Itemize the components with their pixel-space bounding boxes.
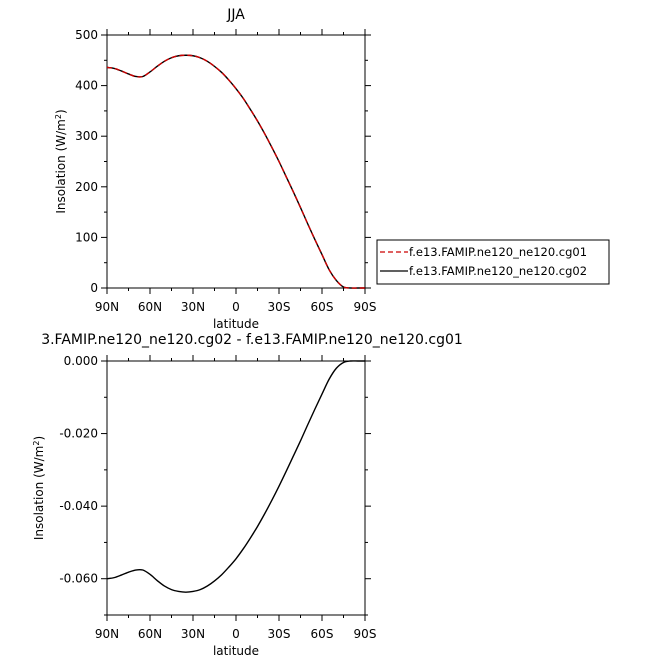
bottom-series-lines: [106, 360, 365, 593]
y-tick-label: 100: [75, 230, 98, 244]
x-tick-label: 60S: [311, 627, 334, 641]
top-y-axis-label: Insolation (W/m2): [54, 109, 69, 213]
x-tick-label: 30N: [181, 627, 205, 641]
top-plot-frame: [106, 34, 366, 289]
bottom-y-axis-label-main: Insolation (W/m: [32, 446, 46, 541]
y-tick-label: 200: [75, 180, 98, 194]
top-y-axis-label-close: ): [54, 109, 68, 114]
x-tick-label: 30S: [268, 300, 291, 314]
legend-box: [376, 239, 610, 285]
y-tick-label: 0: [90, 281, 98, 295]
top-panel: JJA 0 100 200 300 400 500 90N 60N 30N 0 30S 60S 90S…: [54, 7, 377, 331]
x-tick-label: 30S: [268, 627, 291, 641]
x-tick-label: 60N: [138, 300, 162, 314]
x-tick-label: 90N: [95, 627, 119, 641]
bottom-y-tick-labels: 0.000 -0.020 -0.040 -0.060: [59, 354, 98, 586]
y-tick-label: -0.020: [59, 427, 98, 441]
bottom-x-axis-label: latitude: [213, 644, 259, 658]
top-series-lines: [106, 54, 365, 289]
bottom-y-axis-label: Insolation (W/m2): [32, 436, 47, 540]
x-tick-label: 0: [232, 300, 240, 314]
top-y-tick-labels: 0 100 200 300 400 500: [75, 28, 98, 295]
series-line: [106, 360, 365, 593]
series-line: [106, 54, 365, 289]
top-x-axis-label: latitude: [213, 317, 259, 331]
x-tick-label: 60S: [311, 300, 334, 314]
x-tick-label: 90S: [354, 627, 377, 641]
y-tick-label: -0.040: [59, 499, 98, 513]
y-tick-label: 0.000: [64, 354, 98, 368]
y-tick-label: 500: [75, 28, 98, 42]
series-line: [106, 54, 365, 289]
top-tick-marks: [101, 29, 371, 294]
bottom-tick-marks: [101, 355, 371, 621]
bottom-y-axis-label-close: ): [32, 436, 46, 441]
legend-label-cg01: f.e13.FAMIP.ne120_ne120.cg01: [409, 245, 587, 259]
x-tick-label: 30N: [181, 300, 205, 314]
top-y-axis-label-main: Insolation (W/m: [54, 119, 68, 214]
bottom-x-tick-labels: 90N 60N 30N 0 30S 60S 90S: [95, 627, 377, 641]
bottom-panel-title: 3.FAMIP.ne120_ne120.cg02 - f.e13.FAMIP.n…: [41, 332, 463, 348]
y-tick-label: 300: [75, 129, 98, 143]
x-tick-label: 90N: [95, 300, 119, 314]
top-x-tick-labels: 90N 60N 30N 0 30S 60S 90S: [95, 300, 377, 314]
y-tick-label: -0.060: [59, 572, 98, 586]
legend: f.e13.FAMIP.ne120_ne120.cg01 f.e13.FAMIP…: [376, 239, 610, 285]
x-tick-label: 0: [232, 627, 240, 641]
bottom-y-axis-label-sup: 2: [32, 441, 41, 446]
bottom-panel: 3.FAMIP.ne120_ne120.cg02 - f.e13.FAMIP.n…: [32, 332, 463, 658]
top-panel-title: JJA: [226, 7, 245, 23]
legend-label-cg02: f.e13.FAMIP.ne120_ne120.cg02: [409, 264, 587, 278]
x-tick-label: 60N: [138, 627, 162, 641]
y-tick-label: 400: [75, 79, 98, 93]
bottom-plot-frame: [106, 360, 366, 616]
x-tick-label: 90S: [354, 300, 377, 314]
top-y-axis-label-sup: 2: [54, 114, 63, 119]
